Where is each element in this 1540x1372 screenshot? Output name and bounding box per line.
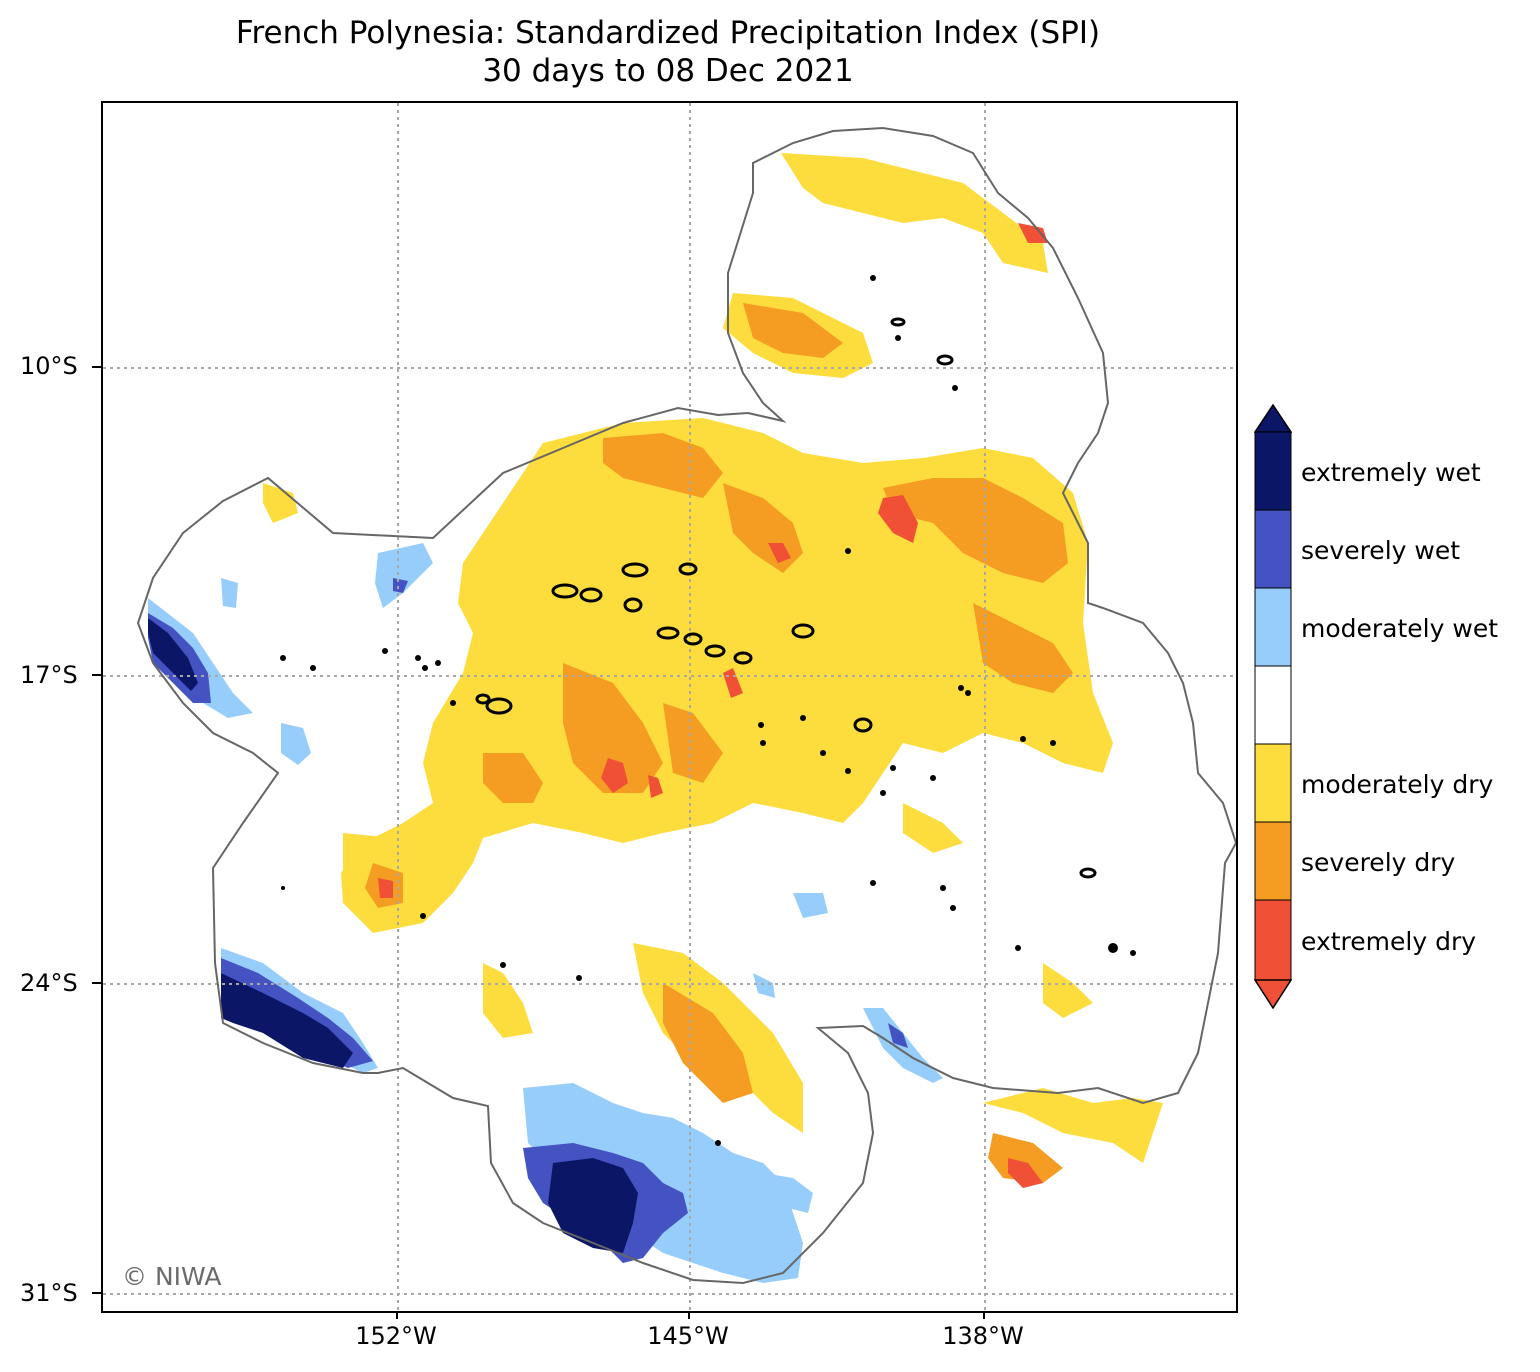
tick-31s	[92, 1292, 101, 1294]
map-canvas	[103, 103, 1236, 1311]
legend-swatch-moderately-dry	[1254, 743, 1292, 823]
legend-label-severely-dry: severely dry	[1301, 848, 1456, 877]
lat-label-24s: 24°S	[20, 969, 78, 997]
tick-138w	[983, 1311, 985, 1319]
lon-label-138w: 138°W	[942, 1322, 1024, 1350]
extremely-wet-regions	[148, 618, 638, 1253]
legend-swatch-extremely-dry	[1254, 899, 1292, 981]
title-line-1: French Polynesia: Standardized Precipita…	[235, 15, 1101, 51]
legend-swatch-normal	[1254, 665, 1292, 745]
lat-label-10s: 10°S	[20, 352, 78, 380]
legend-swatch-severely-dry	[1254, 821, 1292, 901]
small-islands	[280, 275, 1136, 1146]
niwa-credit: © NIWA	[122, 1262, 222, 1291]
eez-boundary	[136, 126, 1236, 1285]
legend-colorbar	[1254, 404, 1292, 1010]
tick-145w	[688, 1311, 690, 1319]
legend-label-extremely-wet: extremely wet	[1301, 458, 1481, 487]
map-frame	[101, 101, 1238, 1313]
tick-10s	[92, 366, 101, 368]
legend-label-moderately-wet: moderately wet	[1301, 614, 1498, 643]
legend-swatch-severely-wet	[1254, 509, 1292, 589]
legend-label-severely-wet: severely wet	[1301, 536, 1461, 565]
title-line-2: 30 days to 08 Dec 2021	[482, 53, 854, 89]
lon-label-152w: 152°W	[355, 1322, 437, 1350]
legend-arrow-dry	[1254, 979, 1292, 1010]
legend-label-extremely-dry: extremely dry	[1301, 927, 1477, 956]
lon-label-145w: 145°W	[647, 1322, 729, 1350]
tick-152w	[396, 1311, 398, 1319]
tick-17s	[92, 674, 101, 676]
map-title: French Polynesia: Standardized Precipita…	[0, 14, 1336, 90]
gridlines	[103, 103, 1236, 1311]
lat-label-17s: 17°S	[20, 661, 78, 689]
legend-swatch-moderately-wet	[1254, 587, 1292, 667]
tick-24s	[92, 982, 101, 984]
islands	[475, 317, 1097, 879]
legend-label-moderately-dry: moderately dry	[1301, 770, 1494, 799]
lat-label-31s: 31°S	[20, 1279, 78, 1307]
legend-arrow-wet	[1254, 404, 1292, 433]
legend-swatch-extremely-wet	[1254, 431, 1292, 511]
extremely-dry-regions	[378, 223, 1048, 1188]
